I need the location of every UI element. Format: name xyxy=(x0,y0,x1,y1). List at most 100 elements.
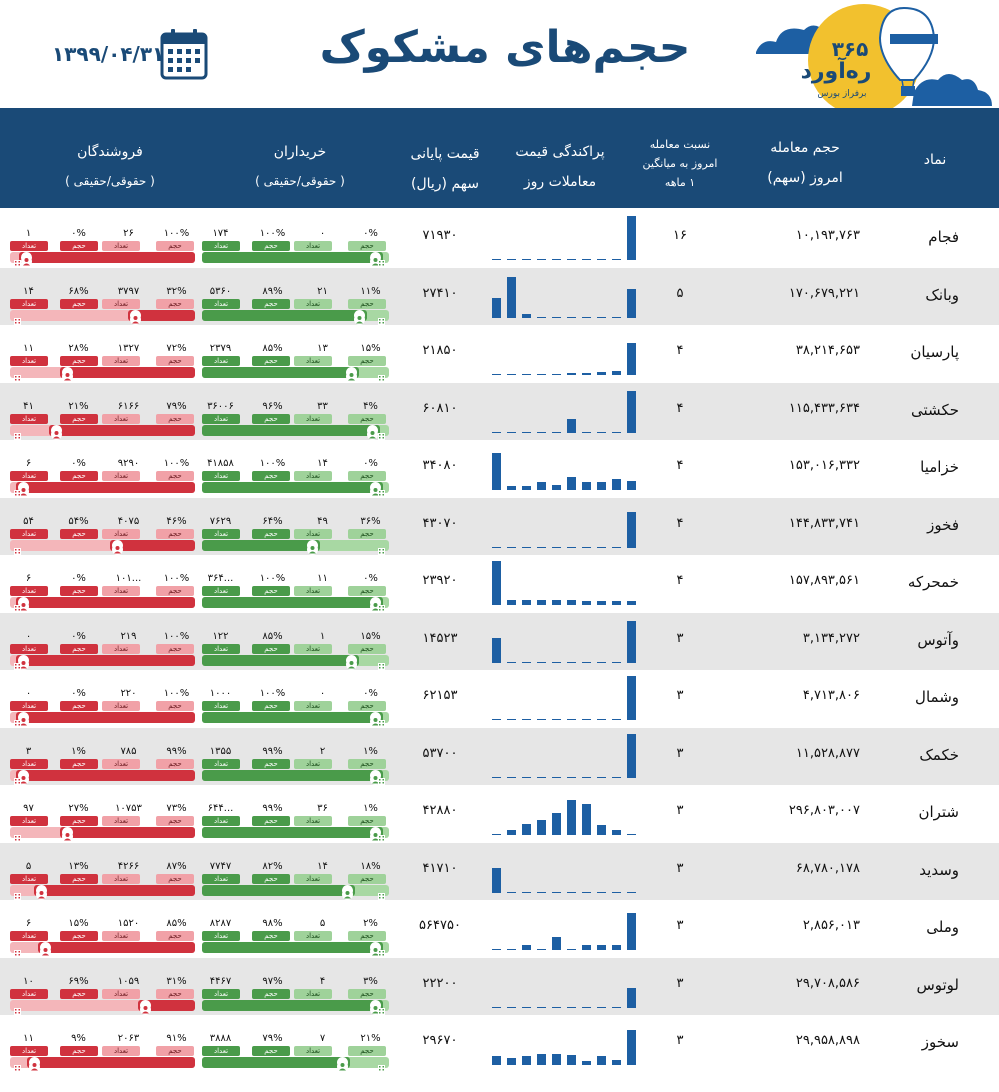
distribution-bar xyxy=(552,374,561,375)
distribution-bar xyxy=(612,479,621,490)
breakdown-value-1: ۷۲% xyxy=(166,343,187,354)
breakdown-values: ۴۶% ۴۰۷۵ ۵۴% ۵۴ xyxy=(10,516,195,529)
distribution-bar xyxy=(627,481,636,490)
tag-volume: حجم xyxy=(156,586,194,596)
tag-count: تعداد xyxy=(202,701,240,711)
tag-count: تعداد xyxy=(294,471,332,481)
person-icon xyxy=(346,367,358,382)
tag-volume: حجم xyxy=(60,816,98,826)
ownership-progress-fill xyxy=(202,367,360,378)
distribution-bar xyxy=(627,601,636,605)
distribution-bar xyxy=(597,944,606,950)
breakdown-value-4: ۱۷۴ xyxy=(212,228,229,239)
tag-volume: حجم xyxy=(60,298,98,309)
tag-count: تعداد xyxy=(102,988,140,999)
ownership-progress-fill xyxy=(202,482,384,493)
symbol-cell[interactable]: حکشتی xyxy=(911,400,959,419)
breakdown-value-2: ۴۰۷۵ xyxy=(117,515,140,527)
breakdown-value-2: ۴ xyxy=(319,975,326,987)
symbol-cell[interactable]: سخوز xyxy=(921,1033,959,1051)
distribution-bar xyxy=(582,482,591,490)
symbol-cell[interactable]: فجام xyxy=(928,228,959,246)
ownership-progress-bar xyxy=(202,309,389,326)
symbol-cell[interactable]: وبانک xyxy=(925,285,959,304)
table-row: وملی ۲,۸۵۶,۰۱۳ ۳ ۵۶۴۷۵۰ ۲% ۵ ۹۸% ۸۲۸۷ حجم تعداد حج… xyxy=(0,900,999,958)
distribution-bar xyxy=(552,719,561,720)
building-icon xyxy=(377,1058,386,1073)
tag-count: تعداد xyxy=(294,758,332,769)
tag-count: تعداد xyxy=(102,528,140,539)
distribution-bar xyxy=(627,288,636,318)
tag-volume: حجم xyxy=(348,528,386,539)
distribution-bar xyxy=(582,944,591,950)
symbol-cell[interactable]: وشمال xyxy=(915,688,959,706)
symbol-cell[interactable]: خکمک xyxy=(919,745,959,764)
tag-volume: حجم xyxy=(348,873,386,884)
volume-cell: ۳,۱۳۴,۲۷۲ xyxy=(802,630,860,646)
ownership-progress-bar xyxy=(10,942,195,958)
tag-volume: حجم xyxy=(60,586,98,596)
symbol-cell[interactable]: وملی xyxy=(926,918,959,936)
distribution-bar xyxy=(522,313,531,318)
breakdown-value-2: ۴۹ xyxy=(317,515,328,527)
symbol-cell[interactable]: وسدید xyxy=(919,860,959,879)
ownership-progress-fill xyxy=(15,654,195,666)
breakdown-value-2: ۴۲۶۶ xyxy=(117,860,140,872)
breakdown-value-1: ۱۰۰% xyxy=(163,228,190,239)
person-icon xyxy=(36,884,48,900)
building-icon xyxy=(13,713,22,728)
distribution-bar xyxy=(567,419,576,433)
breakdown-values: ۰% ۰ ۱۰۰% ۱۷۴ xyxy=(202,228,389,241)
distribution-bar xyxy=(582,804,591,835)
ownership-progress-fill xyxy=(48,424,195,436)
breakdown-value-1: ۱% xyxy=(363,745,378,757)
ownership-progress-fill xyxy=(128,309,195,321)
distribution-bar xyxy=(522,776,531,778)
distribution-bar xyxy=(597,316,606,318)
building-icon xyxy=(13,311,22,326)
sellers-breakdown: ۸۷% ۴۲۶۶ ۱۳% ۵ حجم تعداد حجم تعداد xyxy=(10,860,195,901)
breakdown-value-2: ۱۳۲۷ xyxy=(117,343,140,354)
tag-volume: حجم xyxy=(156,988,194,999)
distribution-bar xyxy=(627,216,636,260)
tag-volume: حجم xyxy=(252,413,290,424)
breakdown-tags: حجم تعداد حجم تعداد xyxy=(10,701,195,711)
distribution-bar xyxy=(567,546,576,548)
symbol-cell[interactable]: وآتوس xyxy=(917,630,959,649)
distribution-bar xyxy=(522,1006,531,1008)
breakdown-values: ۲۱% ۷ ۷۹% ۳۸۸۸ xyxy=(202,1033,389,1046)
distribution-bar xyxy=(537,259,546,260)
distribution-bar xyxy=(612,370,621,375)
breakdown-value-4: ۱ xyxy=(25,228,32,239)
symbol-cell[interactable]: خزامیا xyxy=(920,458,959,476)
tag-count: تعداد xyxy=(294,988,332,999)
distribution-bar xyxy=(522,824,531,835)
symbol-cell[interactable]: خمحرکه xyxy=(907,573,959,591)
closing-price-cell: ۱۴۵۲۳ xyxy=(422,630,458,646)
breakdown-tags: حجم تعداد حجم تعداد xyxy=(202,988,389,999)
distribution-bar xyxy=(627,834,636,835)
symbol-cell[interactable]: شتران xyxy=(918,803,959,821)
tag-volume: حجم xyxy=(60,873,98,884)
symbol-cell[interactable]: پارسیان xyxy=(910,343,959,361)
price-distribution-chart xyxy=(490,732,640,778)
person-icon xyxy=(139,999,151,1015)
breakdown-values: ۱۰۰% ۱۰۱... ۰% ۶ xyxy=(10,573,195,586)
tag-count: تعداد xyxy=(102,298,140,309)
distribution-bar xyxy=(492,834,501,835)
distribution-bar xyxy=(507,277,516,318)
symbol-cell[interactable]: فخوز xyxy=(927,515,959,534)
distribution-bar xyxy=(597,891,606,893)
distribution-bar xyxy=(567,259,576,260)
ownership-progress-fill xyxy=(202,769,384,781)
tag-count: تعداد xyxy=(10,873,48,884)
tag-volume: حجم xyxy=(252,873,290,884)
tag-count: تعداد xyxy=(202,356,240,366)
building-icon xyxy=(13,541,22,556)
buyers-breakdown: ۰% ۱۱ ۱۰۰% ۳۶۴... حجم تعداد حجم تعداد xyxy=(202,573,389,613)
symbol-cell[interactable]: لوتوس xyxy=(916,975,959,994)
tag-volume: حجم xyxy=(348,988,386,999)
tag-count: تعداد xyxy=(294,873,332,884)
ownership-progress-bar xyxy=(202,367,389,383)
closing-price-cell: ۶۰۸۱۰ xyxy=(422,400,458,416)
